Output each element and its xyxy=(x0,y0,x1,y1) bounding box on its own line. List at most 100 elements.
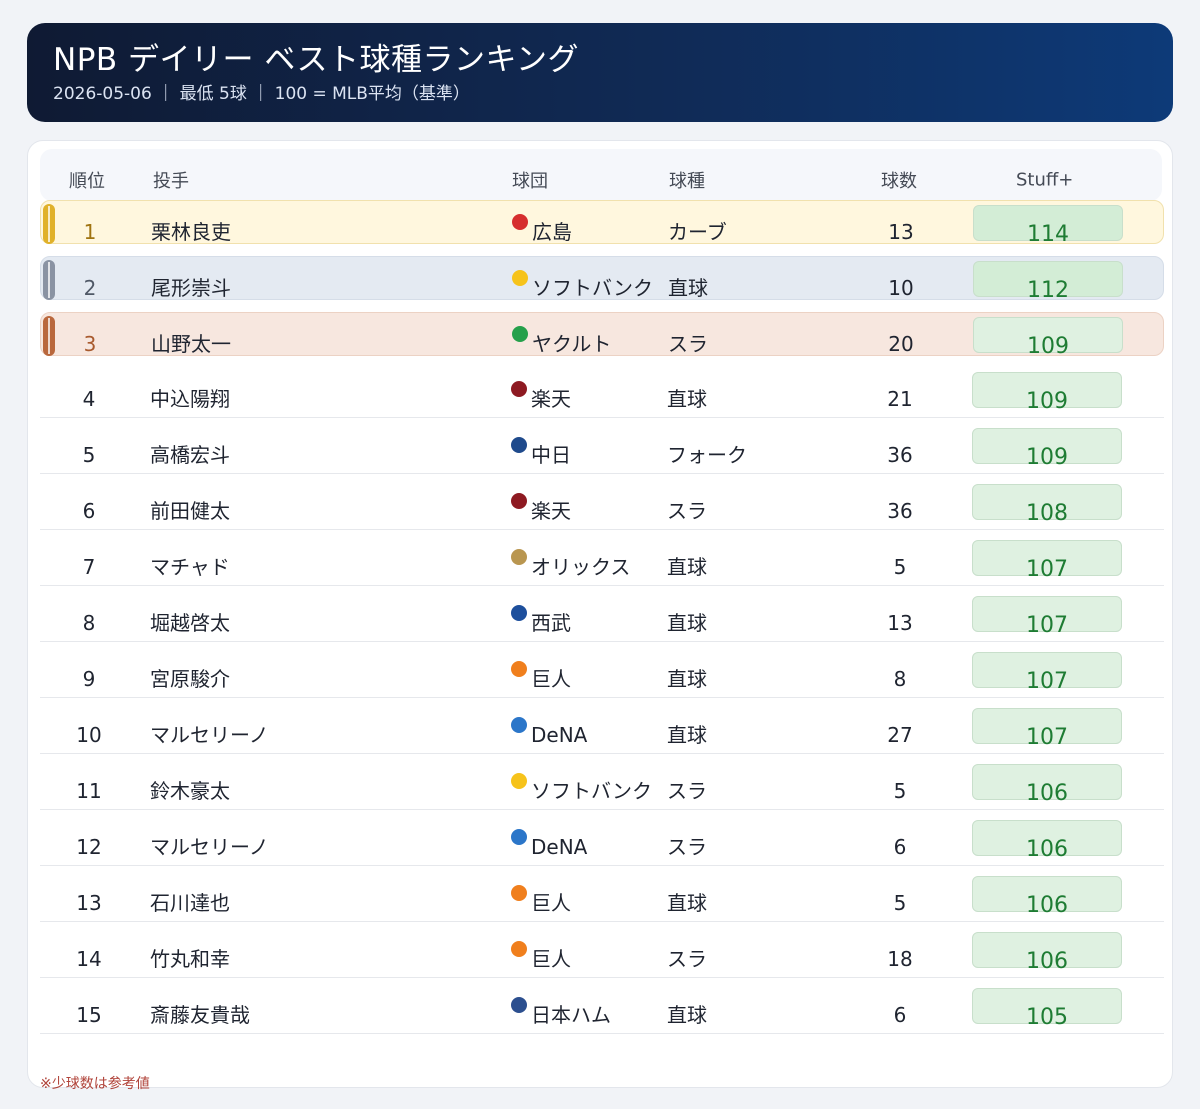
rank-cell: 5 xyxy=(82,443,96,467)
team-name: 巨人 xyxy=(531,891,571,915)
rank-cell: 13 xyxy=(76,891,102,915)
team-name: 中日 xyxy=(531,443,571,467)
ranking-header: NPB デイリー ベスト球種ランキング 2026-05-06 ｜ 最低 5球 ｜… xyxy=(27,23,1173,122)
pitch-type-cell: スラ xyxy=(667,947,707,971)
page-subtitle: 2026-05-06 ｜ 最低 5球 ｜ 100 = MLB平均（基準） xyxy=(53,84,470,104)
stuff-plus-badge: 106 xyxy=(972,820,1122,862)
table-row: 2 尾形崇斗 ソフトバンク 直球 10 112 xyxy=(40,256,1164,303)
team-color-dot-icon xyxy=(511,493,527,509)
stuff-plus-badge: 107 xyxy=(972,652,1122,694)
team-name: ソフトバンク xyxy=(532,276,653,300)
pitch-count-cell: 8 xyxy=(893,667,907,691)
table-row: 6 前田健太 楽天 スラ 36 108 xyxy=(40,474,1164,530)
team-name: 西武 xyxy=(531,611,571,635)
column-header-stuff: Stuff+ xyxy=(1016,169,1074,191)
medal-marker-icon xyxy=(43,204,55,244)
page-title: NPB デイリー ベスト球種ランキング xyxy=(53,42,580,78)
stuff-plus-value: 109 xyxy=(1027,334,1069,359)
rank-cell: 3 xyxy=(83,332,97,356)
team-color-dot-icon xyxy=(511,549,527,565)
stuff-plus-badge: 112 xyxy=(973,261,1123,303)
footnote: ※少球数は参考値 xyxy=(40,1076,150,1092)
pitch-type-cell: 直球 xyxy=(667,1003,707,1027)
pitcher-name-cell: 山野太一 xyxy=(151,332,231,356)
table-row: 9 宮原駿介 巨人 直球 8 107 xyxy=(40,642,1164,698)
stuff-plus-badge: 106 xyxy=(972,932,1122,974)
pitcher-name-cell: マチャド xyxy=(150,555,230,579)
team-color-dot-icon xyxy=(512,326,528,342)
rank-cell: 10 xyxy=(76,723,102,747)
stuff-plus-badge: 106 xyxy=(972,764,1122,806)
stuff-plus-value: 107 xyxy=(1026,669,1068,694)
stuff-plus-badge: 107 xyxy=(972,540,1122,582)
team-name: 日本ハム xyxy=(531,1003,611,1027)
rank-cell: 2 xyxy=(83,276,97,300)
team-color-dot-icon xyxy=(512,270,528,286)
table-row: 10 マルセリーノ DeNA 直球 27 107 xyxy=(40,698,1164,754)
team-name: ヤクルト xyxy=(532,332,612,356)
table-row: 13 石川達也 巨人 直球 5 106 xyxy=(40,866,1164,922)
pitch-type-cell: 直球 xyxy=(667,723,707,747)
pitch-count-cell: 27 xyxy=(887,723,913,747)
pitcher-name-cell: 栗林良吏 xyxy=(151,220,231,244)
pitch-count-cell: 6 xyxy=(893,835,907,859)
stuff-plus-value: 106 xyxy=(1026,837,1068,862)
stuff-plus-badge: 108 xyxy=(972,484,1122,526)
team-name: ソフトバンク xyxy=(531,779,652,803)
team-name: DeNA xyxy=(531,835,588,859)
rank-cell: 11 xyxy=(76,779,102,803)
stuff-plus-badge: 105 xyxy=(972,988,1122,1030)
pitch-type-cell: 直球 xyxy=(667,555,707,579)
pitch-type-cell: 直球 xyxy=(667,891,707,915)
pitcher-name-cell: マルセリーノ xyxy=(150,835,269,859)
table-row: 14 竹丸和幸 巨人 スラ 18 106 xyxy=(40,922,1164,978)
pitcher-name-cell: 高橋宏斗 xyxy=(150,443,230,467)
ranking-table-card: 順位 投手 球団 球種 球数 Stuff+ 1 栗林良吏 広島 カーブ 13 114 2 尾形… xyxy=(27,140,1173,1092)
pitcher-name-cell: 堀越啓太 xyxy=(150,611,230,635)
pitch-count-cell: 36 xyxy=(887,499,913,523)
table-row: 8 堀越啓太 西武 直球 13 107 xyxy=(40,586,1164,642)
pitch-type-cell: 直球 xyxy=(667,667,707,691)
table-row: 7 マチャド オリックス 直球 5 107 xyxy=(40,530,1164,586)
team-color-dot-icon xyxy=(511,381,527,397)
rank-cell: 15 xyxy=(76,1003,102,1027)
stuff-plus-value: 109 xyxy=(1026,445,1068,470)
stuff-plus-value: 107 xyxy=(1026,725,1068,750)
team-name: オリックス xyxy=(531,555,631,579)
stuff-plus-value: 106 xyxy=(1026,893,1068,918)
table-row: 5 高橋宏斗 中日 フォーク 36 109 xyxy=(40,418,1164,474)
stuff-plus-badge: 114 xyxy=(973,205,1123,247)
stuff-plus-badge: 107 xyxy=(972,596,1122,638)
pitch-type-cell: フォーク xyxy=(667,443,747,467)
pitch-type-cell: カーブ xyxy=(668,220,727,244)
pitch-type-cell: スラ xyxy=(667,835,707,859)
stuff-plus-value: 105 xyxy=(1026,1005,1068,1030)
pitch-count-cell: 5 xyxy=(893,555,907,579)
stuff-plus-value: 106 xyxy=(1026,949,1068,974)
pitch-type-cell: 直球 xyxy=(667,611,707,635)
stuff-plus-value: 108 xyxy=(1026,501,1068,526)
team-name: DeNA xyxy=(531,723,588,747)
pitcher-name-cell: 竹丸和幸 xyxy=(150,947,230,971)
team-color-dot-icon xyxy=(511,437,527,453)
stuff-plus-value: 107 xyxy=(1026,613,1068,638)
pitcher-name-cell: 尾形崇斗 xyxy=(151,276,231,300)
table-row: 15 斎藤友貴哉 日本ハム 直球 6 105 xyxy=(40,978,1164,1034)
pitch-count-cell: 13 xyxy=(887,611,913,635)
rank-cell: 1 xyxy=(83,220,97,244)
table-row: 3 山野太一 ヤクルト スラ 20 109 xyxy=(40,312,1164,359)
pitcher-name-cell: 宮原駿介 xyxy=(150,667,230,691)
medal-marker-icon xyxy=(43,260,55,300)
column-header-count: 球数 xyxy=(881,171,917,192)
pitch-type-cell: スラ xyxy=(667,499,707,523)
team-name: 巨人 xyxy=(531,667,571,691)
table-row: 11 鈴木豪太 ソフトバンク スラ 5 106 xyxy=(40,754,1164,810)
team-color-dot-icon xyxy=(511,829,527,845)
team-color-dot-icon xyxy=(511,661,527,677)
team-name: 楽天 xyxy=(531,499,571,523)
team-color-dot-icon xyxy=(511,941,527,957)
pitch-type-cell: 直球 xyxy=(668,276,708,300)
team-name: 広島 xyxy=(532,220,572,244)
table-row: 4 中込陽翔 楽天 直球 21 109 xyxy=(40,362,1164,418)
pitch-count-cell: 5 xyxy=(893,891,907,915)
